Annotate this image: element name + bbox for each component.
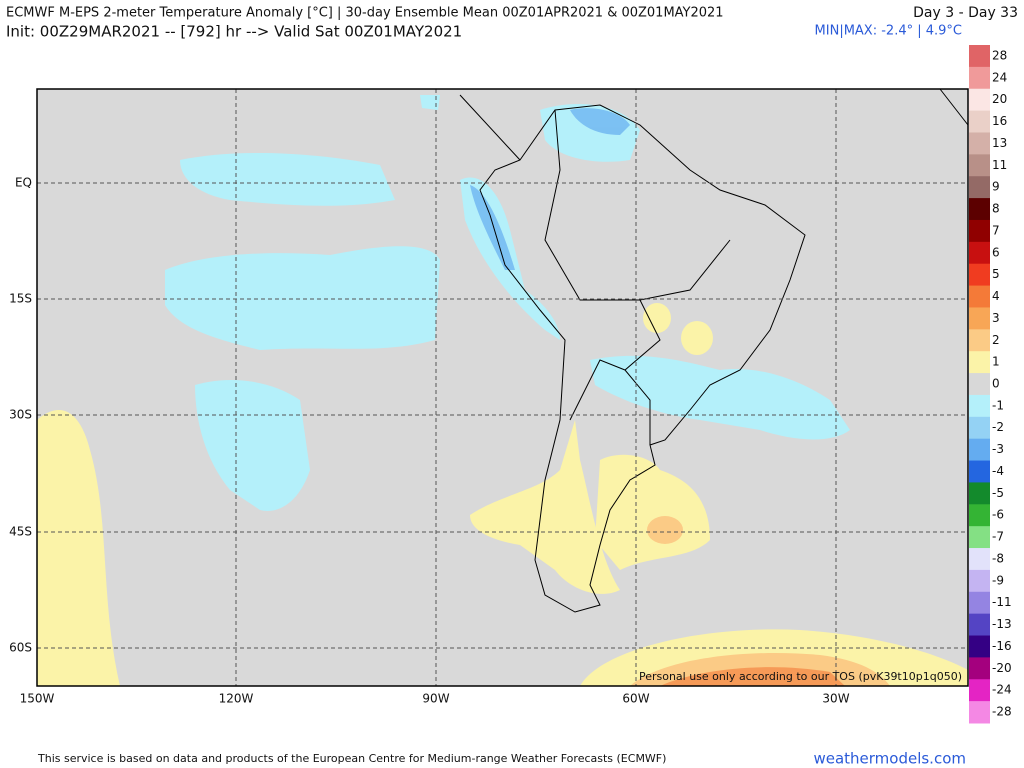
lon-label: 60W xyxy=(622,692,649,706)
colorbar-swatch xyxy=(969,613,990,637)
colorbar-swatch xyxy=(969,526,990,549)
colorbar-swatch xyxy=(969,45,990,68)
colorbar: 28 24 20 16 13 11 9 8 7 6 5 4 3 2 1 0 -1 -2 -3 -4 -5 -6 -7 -8 -9… xyxy=(969,45,1012,724)
colorbar-swatch xyxy=(969,110,990,133)
colorbar-swatch xyxy=(969,394,990,418)
colorbar-swatch xyxy=(969,66,990,90)
colorbar-swatch xyxy=(969,132,990,155)
lon-label: 90W xyxy=(422,692,449,706)
colorbar-swatch xyxy=(969,548,990,571)
colorbar-label: -5 xyxy=(992,486,1004,500)
title: ECMWF M-EPS 2-meter Temperature Anomaly … xyxy=(6,6,724,21)
lat-label: 45S xyxy=(9,525,32,539)
colorbar-label: 8 xyxy=(992,202,1000,216)
colorbar-label: 20 xyxy=(992,92,1007,106)
colorbar-swatch xyxy=(969,438,990,462)
lon-label: 150W xyxy=(20,692,55,706)
colorbar-label: -24 xyxy=(992,683,1012,697)
colorbar-swatch xyxy=(969,307,990,330)
map: Personal use only according to our TOS (… xyxy=(36,88,969,687)
colorbar-swatch xyxy=(969,351,990,374)
colorbar-label: -6 xyxy=(992,508,1004,522)
colorbar-swatch xyxy=(969,460,990,483)
colorbar-swatch xyxy=(969,635,990,658)
colorbar-label: -16 xyxy=(992,639,1012,653)
map-frame xyxy=(36,88,969,687)
colorbar-swatch xyxy=(969,569,990,593)
colorbar-swatch xyxy=(969,154,990,177)
colorbar-label: 4 xyxy=(992,289,1000,303)
colorbar-swatch xyxy=(969,482,990,505)
colorbar-label: -1 xyxy=(992,398,1004,412)
lat-label: 30S xyxy=(9,408,32,422)
colorbar-label: 24 xyxy=(992,70,1007,84)
colorbar-label: 5 xyxy=(992,267,1000,281)
colorbar-label: 11 xyxy=(992,158,1007,172)
colorbar-label: 13 xyxy=(992,136,1007,150)
colorbar-swatch xyxy=(969,679,990,702)
colorbar-label: -13 xyxy=(992,617,1012,631)
colorbar-label: -3 xyxy=(992,442,1004,456)
coastline-north xyxy=(459,88,969,161)
colorbar-swatch xyxy=(969,373,990,396)
warm-peak xyxy=(660,667,845,686)
colorbar-label: 7 xyxy=(992,223,1000,237)
lat-label: EQ xyxy=(15,176,32,190)
coastline xyxy=(479,104,806,613)
colorbar-label: -9 xyxy=(992,573,1004,587)
colorbar-label: -2 xyxy=(992,420,1004,434)
map-background xyxy=(37,89,968,686)
init-line: Init: 00Z29MAR2021 -- [792] hr --> Valid… xyxy=(6,23,462,41)
colorbar-label: 1 xyxy=(992,355,1000,369)
colorbar-swatch xyxy=(969,176,990,199)
colorbar-label: -4 xyxy=(992,464,1004,478)
colorbar-swatch xyxy=(969,219,990,243)
footer-site: weathermodels.com xyxy=(813,750,966,768)
colorbar-swatch xyxy=(969,416,990,440)
colorbar-label: -8 xyxy=(992,551,1004,565)
graticule xyxy=(37,89,968,686)
day-range: Day 3 - Day 33 xyxy=(913,5,1018,21)
colorbar-label: -7 xyxy=(992,530,1004,544)
colorbar-swatch xyxy=(969,241,990,265)
lat-label: 60S xyxy=(9,641,32,655)
footer-note: This service is based on data and produc… xyxy=(37,752,666,765)
colorbar-swatch xyxy=(969,263,990,287)
colorbar-swatch xyxy=(969,504,990,527)
colorbar-label: 0 xyxy=(992,377,1000,391)
colorbar-label: 28 xyxy=(992,48,1007,62)
colorbar-label: 9 xyxy=(992,180,1000,194)
colorbar-swatch xyxy=(969,591,990,615)
colorbar-label: 16 xyxy=(992,114,1007,128)
colorbar-swatch xyxy=(969,701,990,724)
colorbar-label: 2 xyxy=(992,333,1000,347)
colorbar-swatch xyxy=(969,329,990,352)
lat-label: 15S xyxy=(9,292,32,306)
colorbar-label: -28 xyxy=(992,705,1012,719)
colorbar-label: 3 xyxy=(992,311,1000,325)
colorbar-swatch xyxy=(969,88,990,112)
lon-label: 30W xyxy=(822,692,849,706)
colorbar-swatch xyxy=(969,285,990,308)
colorbar-label: 6 xyxy=(992,245,1000,259)
min-max: MIN|MAX: -2.4° | 4.9°C xyxy=(815,24,962,39)
watermark: Personal use only according to our TOS (… xyxy=(639,670,962,683)
colorbar-swatch xyxy=(969,657,990,680)
colorbar-label: -20 xyxy=(992,661,1012,675)
lon-label: 120W xyxy=(219,692,254,706)
cool-core xyxy=(470,108,630,270)
colorbar-swatch xyxy=(969,198,990,221)
colorbar-label: -11 xyxy=(992,595,1012,609)
